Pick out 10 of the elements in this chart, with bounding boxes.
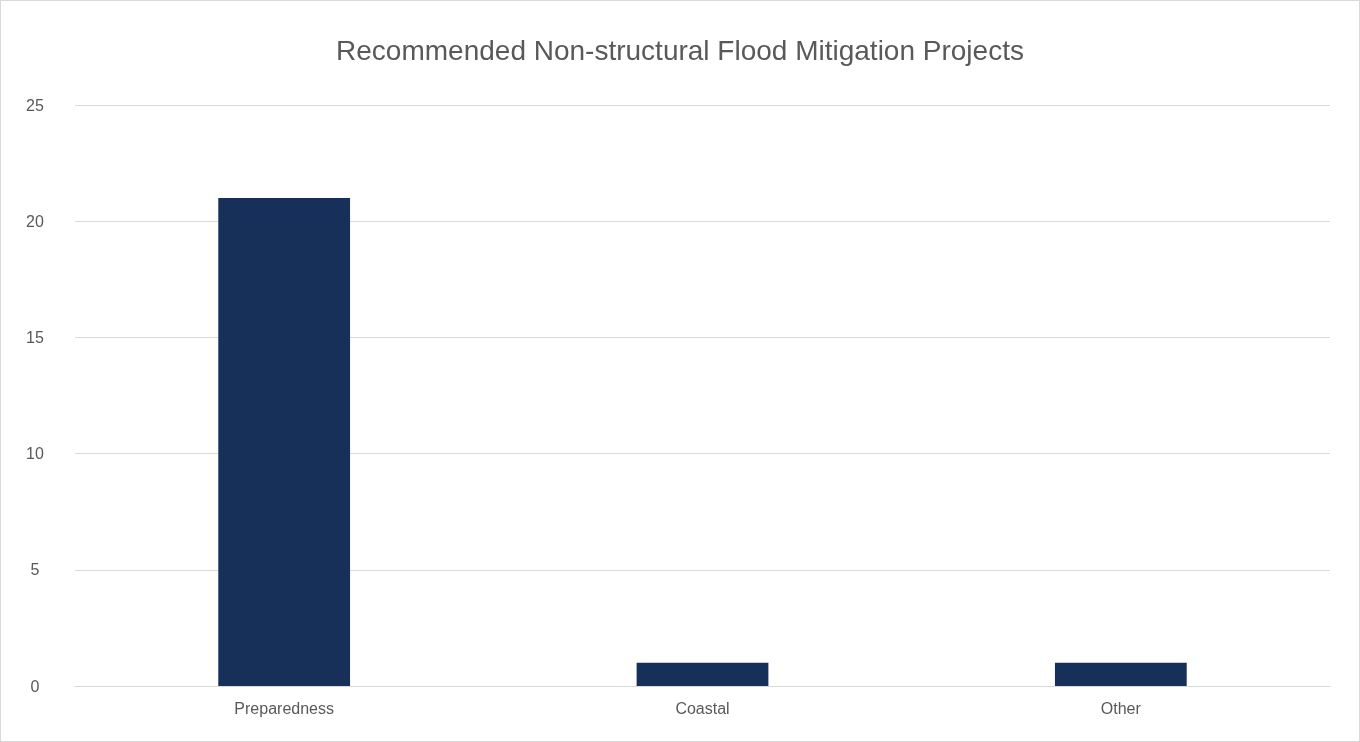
y-tick-label: 15 (26, 328, 44, 346)
x-tick-label: Preparedness (234, 699, 334, 717)
y-tick-label: 10 (26, 445, 44, 463)
y-tick-label: 0 (30, 677, 40, 695)
y-tick-label: 25 (26, 96, 44, 114)
x-tick-label: Other (1100, 699, 1142, 717)
x-tick-label: Coastal (675, 699, 730, 717)
y-tick-label: 5 (30, 561, 40, 579)
chart-title: Recommended Non-structural Flood Mitigation Projects (336, 34, 1024, 66)
y-tick-label: 20 (26, 212, 44, 230)
